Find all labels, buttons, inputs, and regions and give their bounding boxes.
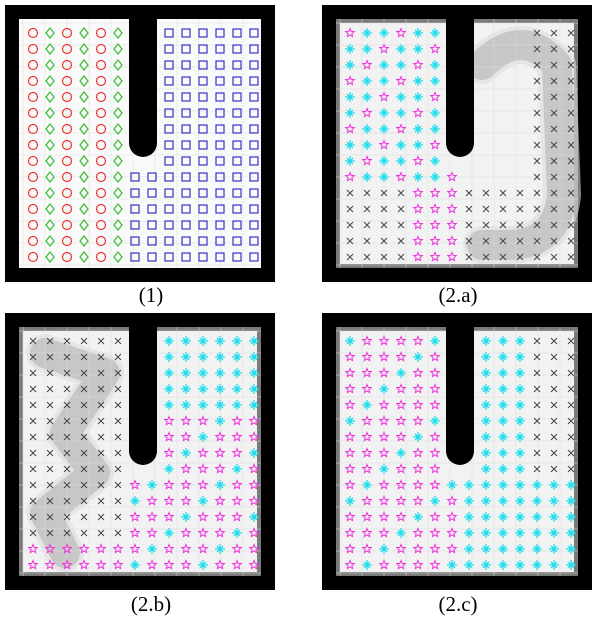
figure: (1) (2.a) (2.b) (2.c) (0, 0, 599, 623)
panel-label: (2.b) (131, 592, 171, 616)
panel-label: (2.c) (438, 592, 477, 616)
wall-notch (446, 5, 474, 157)
wall-notch (129, 5, 157, 157)
panel-label: (2.a) (438, 283, 477, 307)
wall-notch (129, 313, 157, 465)
panel-label: (1) (139, 283, 164, 307)
panel-map (5, 313, 275, 590)
panel-map (322, 5, 592, 282)
wall-notch (446, 313, 474, 465)
panel-map (5, 5, 275, 282)
panel-map (322, 313, 592, 590)
